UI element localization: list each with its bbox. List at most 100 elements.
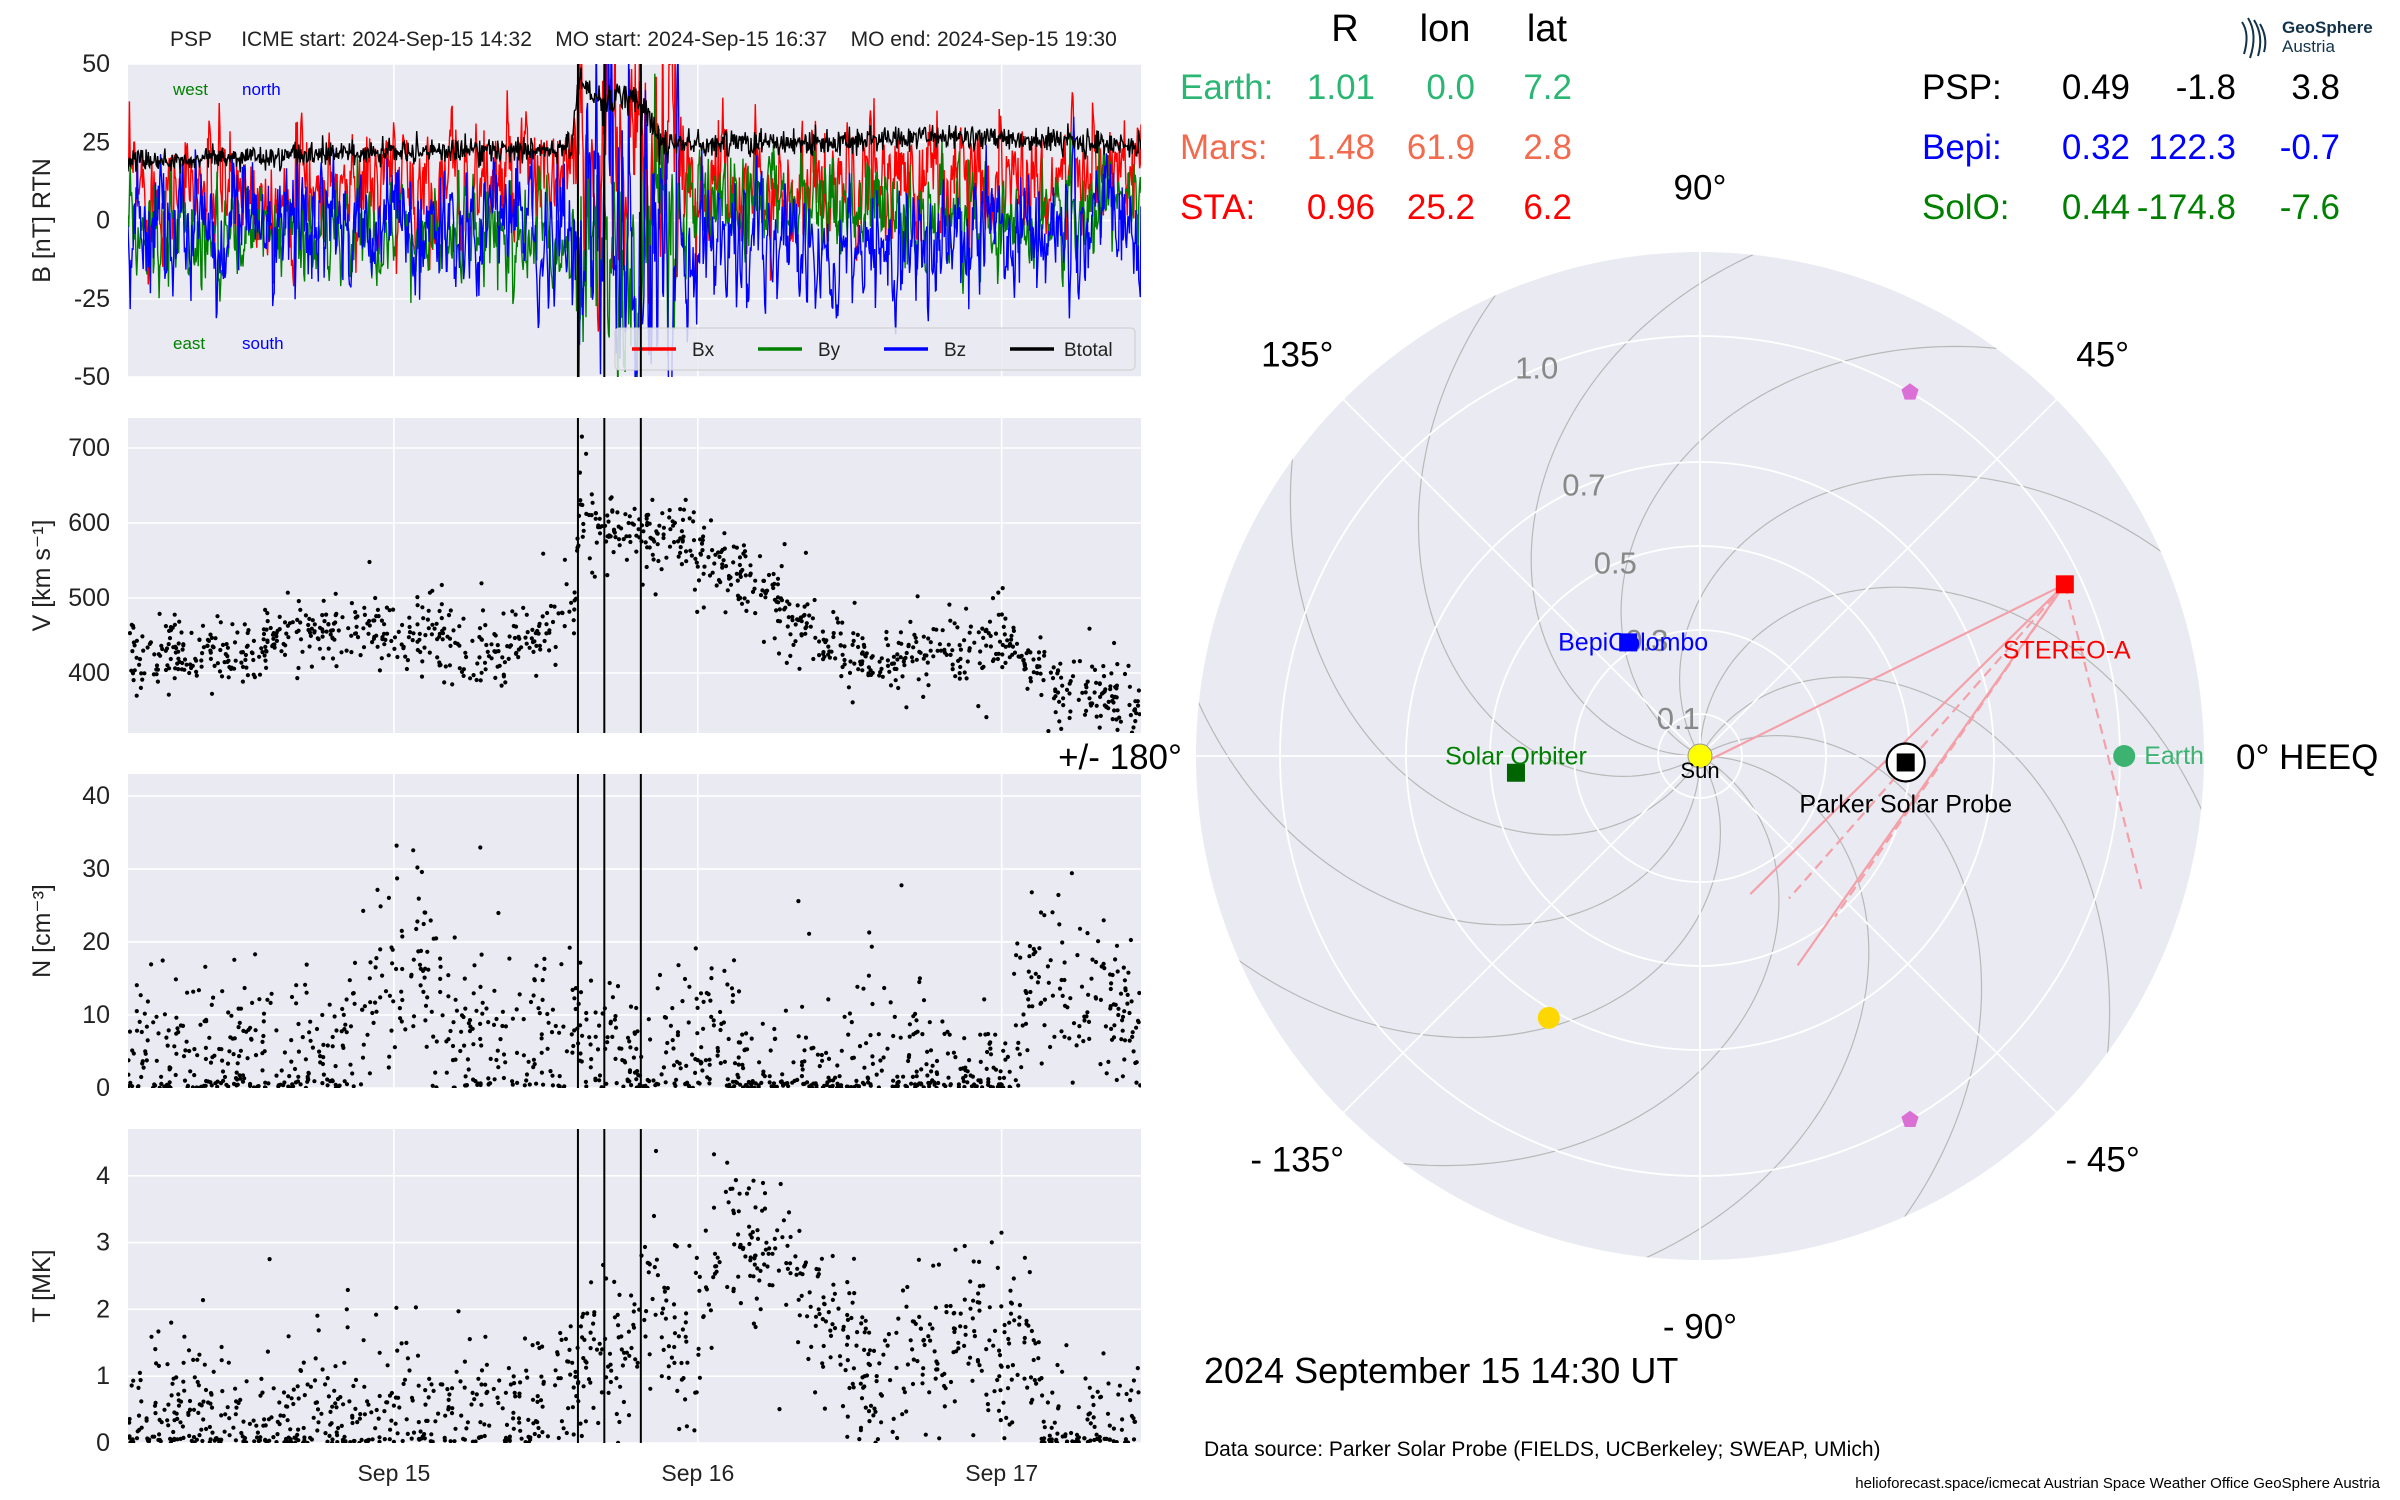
data-point [1098, 1395, 1103, 1400]
data-point [937, 642, 943, 647]
data-point [1048, 958, 1053, 963]
data-point [1077, 1034, 1082, 1039]
data-point [702, 525, 707, 530]
data-point [778, 596, 784, 601]
data-point [416, 1383, 421, 1388]
data-point [1028, 676, 1033, 681]
data-point [684, 1063, 689, 1068]
data-point [650, 552, 655, 557]
data-point [289, 1396, 294, 1401]
data-point [904, 1409, 909, 1414]
data-point [501, 674, 506, 679]
data-point [471, 1042, 476, 1047]
data-point [675, 539, 681, 544]
data-point [587, 1035, 592, 1040]
data-point [530, 1343, 535, 1348]
radial-tick-label: 0.5 [1594, 545, 1637, 580]
data-point [1109, 981, 1114, 986]
data-point [176, 1392, 181, 1397]
data-point [526, 1059, 531, 1064]
data-point [975, 1358, 981, 1363]
data-point [264, 665, 269, 671]
data-point [1007, 1341, 1012, 1346]
data-point [661, 535, 666, 541]
data-point [131, 1051, 136, 1056]
data-point [707, 1081, 712, 1086]
data-point [228, 666, 234, 672]
data-point [426, 626, 431, 631]
data-point [849, 1315, 854, 1321]
header-mo-start: MO start: 2024-Sep-15 16:37 [555, 28, 828, 51]
data-point [136, 1084, 141, 1088]
data-point [354, 624, 359, 629]
data-point [833, 656, 838, 661]
data-point [697, 1274, 702, 1279]
data-point [678, 536, 683, 541]
data-point [826, 644, 831, 649]
data-point [1042, 913, 1047, 918]
data-point [142, 1011, 147, 1016]
data-point [318, 1054, 323, 1059]
data-point [427, 1376, 432, 1381]
data-point [620, 1363, 626, 1368]
data-point [958, 1066, 963, 1071]
data-point [1080, 690, 1085, 695]
data-point [837, 1354, 843, 1359]
data-point [686, 1020, 691, 1025]
data-point [890, 1429, 895, 1434]
data-point [725, 1077, 730, 1082]
data-point [529, 636, 534, 641]
data-point [579, 1059, 584, 1064]
data-point [1102, 966, 1107, 971]
data-point [540, 997, 545, 1003]
data-point [928, 1048, 934, 1053]
data-point [981, 635, 986, 641]
data-point [355, 1420, 360, 1425]
legend: Bx By Bz Btotal [614, 327, 1136, 371]
data-point [938, 648, 944, 653]
data-point [534, 1081, 539, 1086]
data-point [208, 1401, 213, 1406]
data-point [573, 1369, 578, 1374]
data-point [144, 1058, 149, 1063]
data-point [137, 662, 142, 667]
data-point [541, 551, 546, 556]
data-point [537, 621, 542, 626]
data-point [977, 1284, 983, 1289]
data-point [478, 1082, 483, 1088]
data-point [987, 619, 993, 624]
data-point [209, 691, 215, 696]
data-point [613, 535, 618, 540]
data-point [743, 554, 748, 559]
data-point [1127, 684, 1132, 689]
data-point [284, 631, 289, 636]
data-point [1046, 729, 1051, 733]
data-point [1015, 941, 1020, 946]
data-point [739, 601, 745, 606]
data-point [1087, 1036, 1092, 1041]
data-point [1099, 691, 1105, 696]
data-point [1042, 1425, 1047, 1430]
data-point [502, 1438, 507, 1443]
data-point [1001, 1075, 1007, 1080]
data-point [489, 656, 494, 661]
data-layer [128, 64, 1141, 377]
y-tick-label: 0 [96, 207, 110, 235]
data-point [281, 1390, 287, 1395]
data-point [129, 622, 134, 628]
data-point [583, 1419, 589, 1424]
data-point [661, 1306, 666, 1311]
data-point [252, 675, 257, 680]
data-point [751, 1321, 757, 1326]
data-point [1095, 1389, 1100, 1394]
data-point [295, 617, 300, 623]
data-point [367, 618, 372, 624]
data-point [760, 1208, 765, 1213]
data-point [666, 1375, 671, 1380]
data-point [446, 994, 451, 999]
data-point [715, 1053, 720, 1058]
data-point [326, 646, 331, 651]
data-point [899, 883, 904, 888]
position-r: 0.96 [1306, 188, 1375, 227]
data-point [219, 1344, 224, 1350]
